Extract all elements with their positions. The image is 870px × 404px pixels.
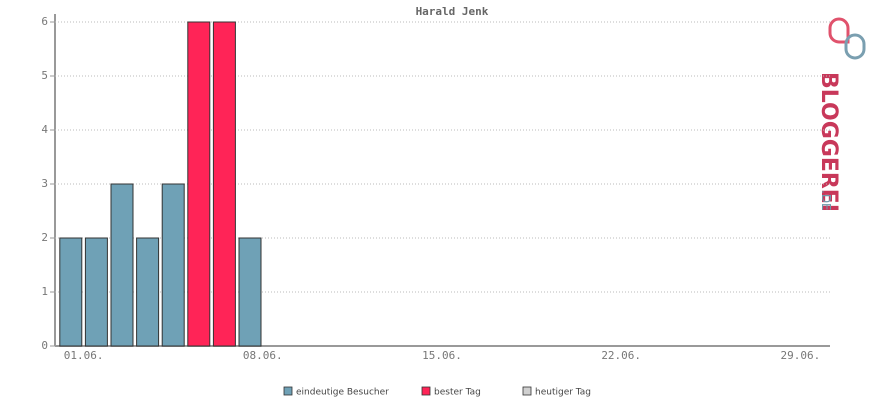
y-tick-label: 4: [41, 123, 48, 136]
y-tick-label: 2: [41, 231, 48, 244]
bar: [212, 21, 236, 347]
bar: [59, 237, 83, 347]
legend-label: bester Tag: [434, 388, 481, 398]
y-tick-label: 6: [41, 15, 48, 28]
bar: [84, 237, 108, 347]
bar: [161, 183, 185, 347]
logo-suffix: .DE: [819, 190, 833, 211]
x-tick-label: 08.06.: [243, 349, 283, 362]
legend-label: heutiger Tag: [535, 388, 591, 398]
legend-swatch: [421, 386, 431, 396]
legend-label: eindeutige Besucher: [296, 388, 389, 398]
x-tick-label: 01.06.: [64, 349, 104, 362]
x-tick-label: 29.06.: [781, 349, 821, 362]
logo: BLOGGEREI .DE: [816, 17, 866, 212]
chart-title: Harald Jenk: [416, 5, 489, 18]
y-tick-label: 3: [41, 177, 48, 190]
bar: [187, 21, 211, 347]
y-tick-label: 5: [41, 69, 48, 82]
bar: [238, 237, 262, 347]
legend-swatch: [522, 386, 532, 396]
y-tick-label: 0: [41, 339, 48, 352]
y-tick-label: 1: [41, 285, 48, 298]
legend-swatch: [283, 386, 293, 396]
bar: [136, 237, 160, 347]
x-tick-label: 22.06.: [601, 349, 641, 362]
bar: [110, 183, 134, 347]
logo-text: BLOGGEREI: [816, 72, 841, 212]
x-tick-label: 15.06.: [422, 349, 462, 362]
